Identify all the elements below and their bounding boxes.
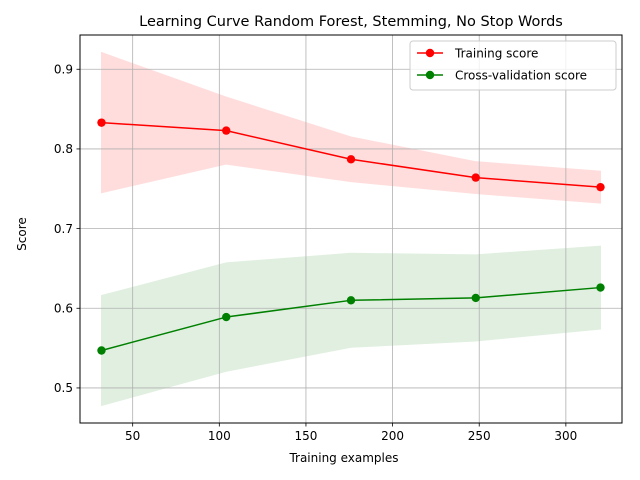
legend-box	[409, 40, 617, 91]
point-training-score-176	[346, 155, 356, 164]
band-cross-validation-score	[100, 245, 602, 407]
legend-marker-cross-validation	[425, 70, 435, 80]
legend-label-cross-validation: Cross-validation score	[455, 69, 587, 83]
chart-title: Learning Curve Random Forest, Stemming, …	[139, 14, 563, 30]
x-tick-label-200: 200	[381, 429, 404, 443]
point-cross-validation-score-176	[346, 296, 356, 305]
point-training-score-104	[222, 126, 231, 135]
y-tick-label-0-9: 0.9	[54, 62, 73, 76]
point-training-score-320	[596, 182, 605, 192]
confidence-bands	[100, 51, 602, 407]
y-axis-ticks: 0.5 0.6 0.7 0.8 0.9	[54, 62, 80, 395]
series-points	[97, 118, 605, 355]
legend: Training score Cross-validation score	[409, 40, 617, 91]
legend-marker-training	[425, 48, 435, 58]
point-cross-validation-score-32	[97, 346, 106, 355]
band-training-score	[100, 51, 602, 204]
x-tick-label-50: 50	[125, 429, 140, 443]
point-cross-validation-score-320	[596, 283, 605, 292]
y-tick-label-0-6: 0.6	[54, 301, 73, 315]
x-tick-label-150: 150	[294, 429, 317, 443]
y-tick-label-0-8: 0.8	[54, 142, 73, 156]
y-tick-label-0-5: 0.5	[54, 381, 73, 395]
x-tick-label-300: 300	[554, 429, 577, 443]
x-axis-ticks: 50 100 150 200 250 300	[125, 423, 577, 443]
point-training-score-32	[97, 118, 106, 127]
y-axis-label: Score	[15, 217, 29, 251]
x-tick-label-250: 250	[468, 429, 491, 443]
legend-label-training: Training score	[454, 47, 538, 61]
x-axis-label: Training examples	[288, 451, 398, 465]
y-tick-label-0-7: 0.7	[54, 222, 73, 236]
point-cross-validation-score-248	[471, 293, 480, 303]
point-training-score-248	[471, 173, 480, 182]
x-tick-label-100: 100	[208, 429, 231, 443]
point-cross-validation-score-104	[222, 312, 231, 322]
